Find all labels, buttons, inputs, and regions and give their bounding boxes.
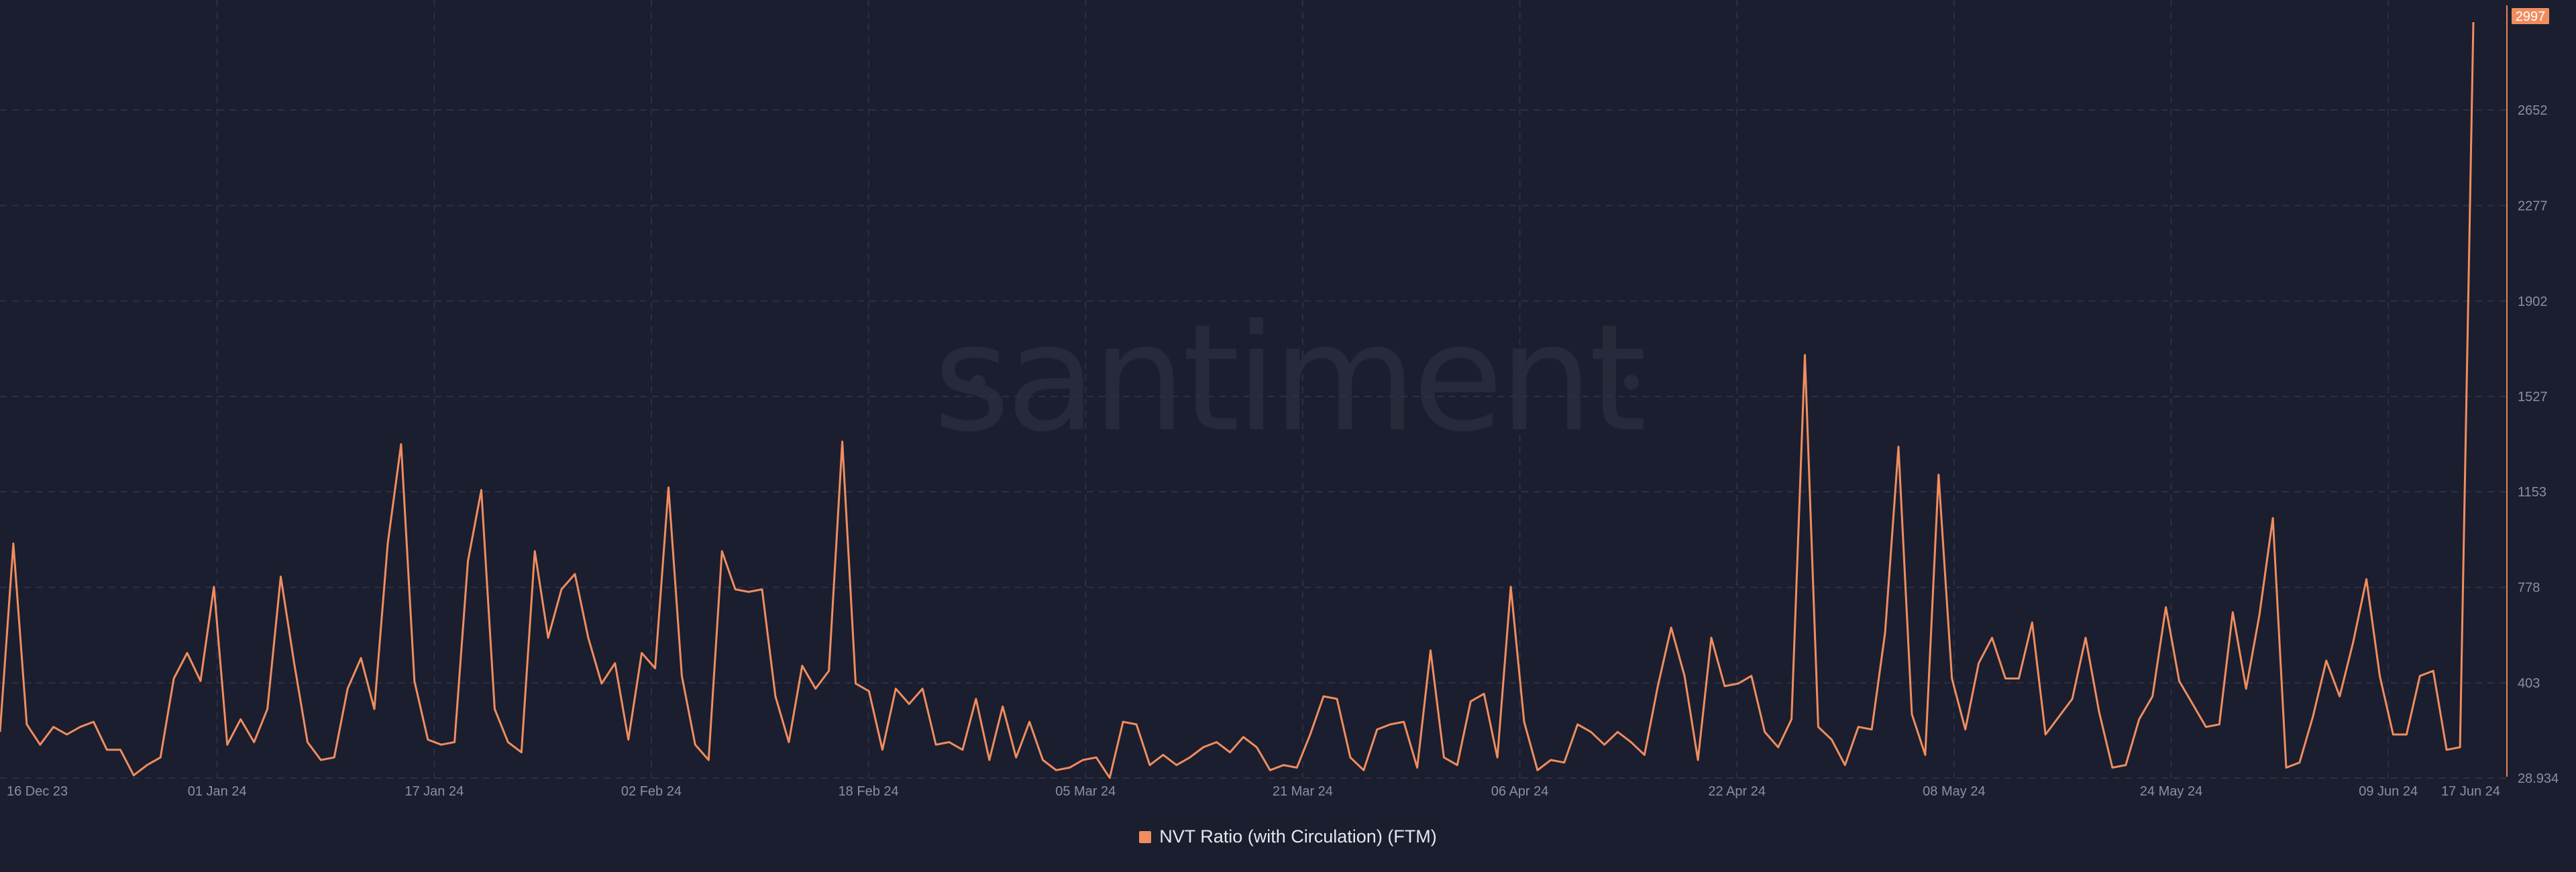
watermark: santiment [933, 292, 1647, 464]
x-tick-label: 01 Jan 24 [188, 784, 247, 799]
x-axis-ticks: 16 Dec 23 01 Jan 24 17 Jan 24 02 Feb 24 18 F… [7, 784, 2500, 799]
last-value-badge-bg [2512, 8, 2549, 24]
y-tick-label: 1527 [2518, 390, 2548, 404]
last-value-badge: 2997 [2512, 8, 2549, 24]
x-tick-label: 09 Jun 24 [2359, 784, 2418, 799]
y-tick-label: 403 [2518, 676, 2540, 691]
x-tick-label: 17 Jun 24 [2441, 784, 2500, 799]
x-tick-label: 06 Apr 24 [1491, 784, 1549, 799]
x-tick-label: 18 Feb 24 [839, 784, 899, 799]
x-tick-label: 05 Mar 24 [1055, 784, 1116, 799]
x-tick-label: 17 Jan 24 [405, 784, 464, 799]
watermark-left-dot [971, 375, 985, 390]
y-tick-label: 2652 [2518, 103, 2548, 118]
x-tick-label: 02 Feb 24 [621, 784, 682, 799]
series-line-nvt-ratio [0, 21, 2475, 779]
last-value-badge-text: 2997 [2516, 9, 2546, 24]
x-tick-label: 21 Mar 24 [1273, 784, 1333, 799]
y-axis-ticks: 2652 2277 1902 1527 1153 778 403 28.934 [2518, 103, 2559, 786]
y-tick-label: 2277 [2518, 199, 2548, 213]
y-tick-label: 1153 [2518, 485, 2546, 500]
y-tick-label: 778 [2518, 581, 2540, 596]
y-tick-label: 28.934 [2518, 771, 2559, 786]
legend-swatch [1139, 830, 1152, 843]
y-tick-label: 1902 [2518, 294, 2548, 309]
watermark-right-dot [1624, 375, 1639, 390]
legend[interactable]: NVT Ratio (with Circulation) (FTM) [0, 826, 2576, 847]
x-tick-label: 08 May 24 [1923, 784, 1985, 799]
grid [0, 0, 2507, 779]
x-tick-label: 24 May 24 [2140, 784, 2202, 799]
x-tick-label: 22 Apr 24 [1708, 784, 1766, 799]
legend-label: NVT Ratio (with Circulation) (FTM) [1159, 826, 1437, 847]
watermark-text: santiment [933, 292, 1643, 464]
x-tick-label: 16 Dec 23 [7, 784, 68, 799]
